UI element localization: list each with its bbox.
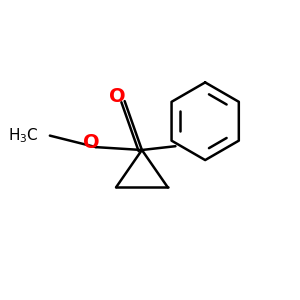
Text: O: O	[83, 133, 100, 152]
Text: H$_3$C: H$_3$C	[8, 126, 38, 145]
Text: O: O	[109, 87, 126, 106]
